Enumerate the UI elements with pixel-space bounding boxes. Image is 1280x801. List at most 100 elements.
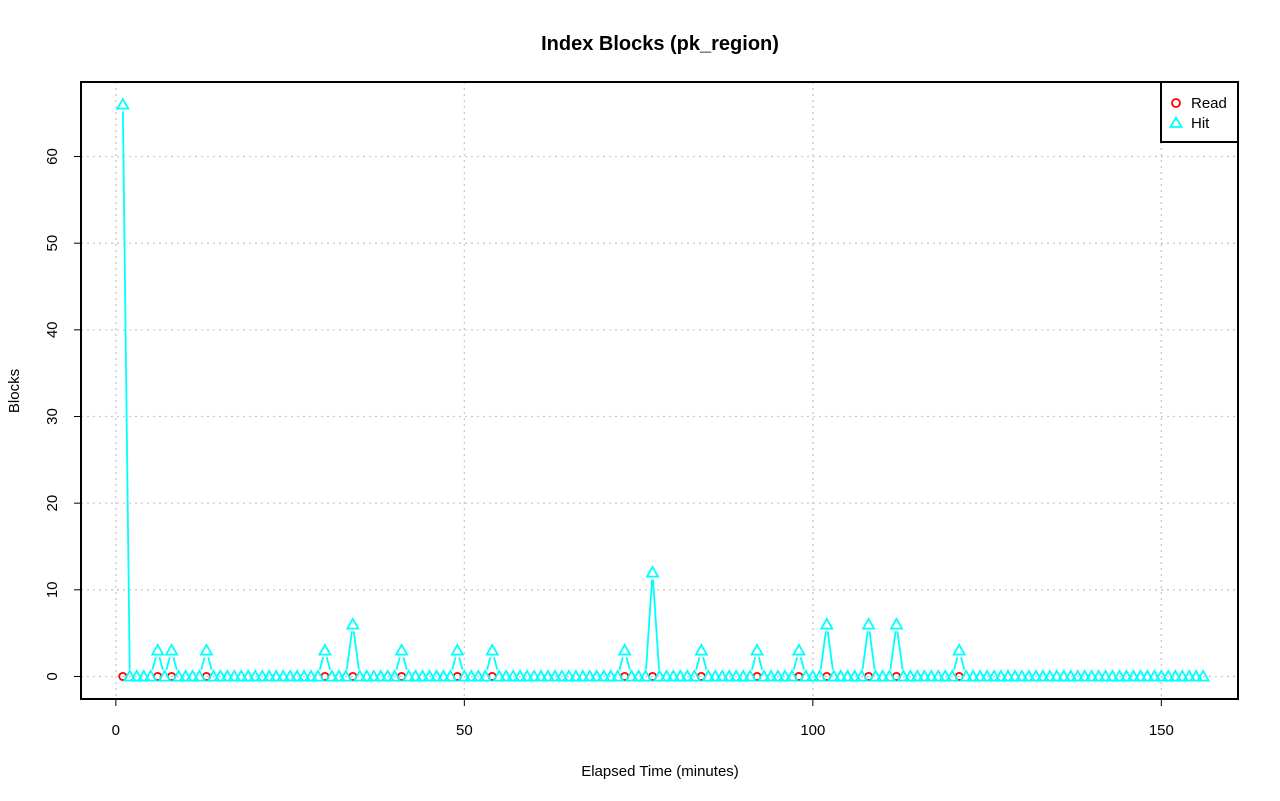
hit-point [276,669,291,682]
hit-point [645,565,660,578]
hit-point [192,669,207,682]
hit-point [805,669,820,682]
x-tick-label: 0 [112,722,120,739]
hit-point [387,669,402,682]
hit-point [575,669,590,682]
hit-point [150,643,165,656]
hit-point [317,643,332,656]
hit-point [910,669,925,682]
hit-point [401,669,416,682]
hit-point [938,669,953,682]
hit-point [1147,669,1162,682]
hit-line-segment [402,657,408,670]
legend-box [1160,81,1239,143]
hit-point [987,669,1002,682]
hit-point [129,669,144,682]
hit-line-segment [618,657,624,670]
hit-line-segment [486,657,492,670]
hit-point [1133,669,1148,682]
hit-line-segment [799,657,805,670]
hit-point [603,669,618,682]
hit-line-segment [318,657,325,670]
legend-hit-label: Hit [1191,115,1210,132]
hit-point [861,617,876,630]
hit-point [959,669,974,682]
hit-point [945,669,960,682]
hit-point [1070,669,1085,682]
hit-point [889,617,904,630]
legend: Read Hit [1160,81,1239,143]
hit-line-segment [207,657,213,670]
hit-point [1098,669,1113,682]
hit-point [903,669,918,682]
hit-point [533,669,549,682]
hit-point [408,669,423,682]
hit-line-segment [625,657,631,670]
hit-point [750,643,765,656]
hit-point [854,669,869,682]
hit-line-segment [451,657,457,670]
hit-point [1000,669,1016,682]
hit-point [812,669,827,682]
hit-line-segment [158,657,164,670]
hit-point [777,669,793,682]
hit-point [917,669,932,682]
y-tick-label: 30 [44,408,61,425]
hit-point [255,669,270,682]
x-axis: 0 50 100 150 [112,698,1174,739]
hit-point [631,669,646,682]
hit-point [227,669,242,682]
hit-line-segment [960,657,966,670]
hit-line-segment [645,579,653,670]
y-tick-label: 10 [44,581,61,598]
hit-point [980,669,995,682]
hit-line-segment [122,111,131,670]
y-tick-label: 20 [44,495,61,512]
y-tick-label: 40 [44,321,61,338]
hit-line-segment [861,631,869,670]
hit-point [924,669,939,682]
hit-point [136,669,151,682]
hit-point [220,669,235,682]
hit-point [973,669,988,682]
hit-point [896,669,911,682]
hit-point [478,669,493,682]
hit-point [122,669,137,682]
hit-point [1028,669,1043,682]
hit-point [1161,669,1176,682]
hit-line-segment [751,657,757,670]
hit-point [659,669,674,682]
hit-point [568,669,583,682]
hit-point [1049,669,1064,682]
hit-point [1056,669,1071,682]
hit-point [471,669,486,682]
hit-point [729,669,744,682]
hit-point [164,643,179,656]
hit-point [415,669,430,682]
hit-point [673,669,688,682]
hit-point [743,669,758,682]
hit-point [359,669,374,682]
hit-point [687,669,702,682]
hit-point [171,669,186,682]
hit-point [547,669,563,682]
hit-line-segment [352,631,360,670]
hit-point [540,669,556,682]
hit-point [485,643,500,656]
hit-point [290,669,305,682]
hit-point [610,669,625,682]
hit-point [115,97,130,110]
hit-point [617,643,632,656]
hit-point [366,669,381,682]
hit-point [262,669,277,682]
hit-point [847,669,862,682]
hit-point [756,669,772,682]
hit-point [826,669,841,682]
hit-line-segment [200,657,206,670]
hit-point [1091,669,1106,682]
hit-point [499,669,514,682]
hit-point [422,669,437,682]
hit-point [798,669,813,682]
hit-point [429,669,444,682]
hit-point [269,669,284,682]
